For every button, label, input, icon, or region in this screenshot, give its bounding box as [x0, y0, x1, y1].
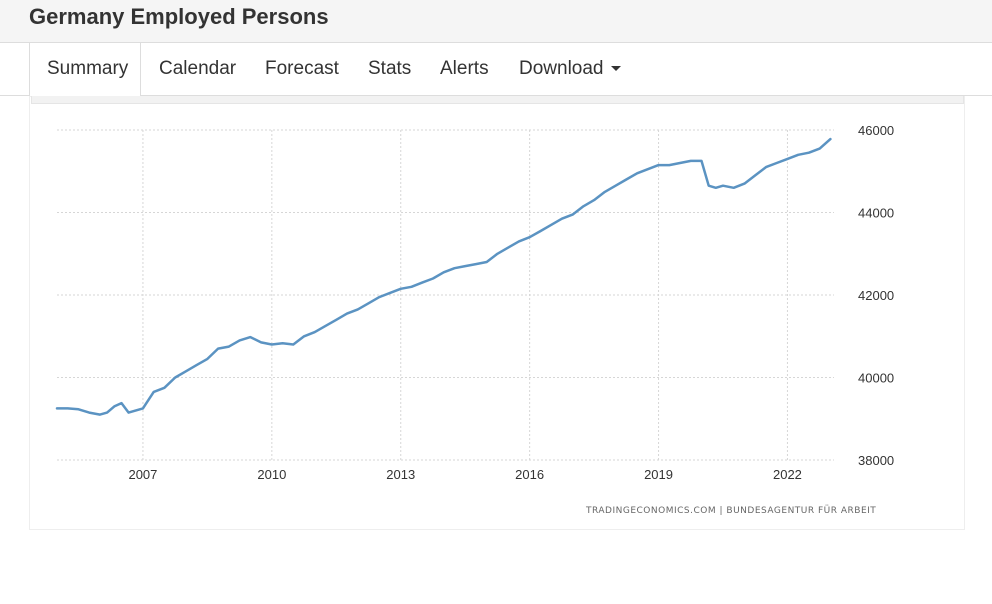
tab-label: Summary: [47, 58, 129, 79]
tab-summary[interactable]: Summary: [29, 43, 142, 97]
source-agency: BUNDESAGENTUR FÜR ARBEIT: [726, 506, 877, 516]
x-tick-label: 2016: [515, 467, 544, 482]
chart-grid: [57, 129, 834, 461]
page-title: Germany Employed Persons: [29, 4, 329, 29]
series-line-0: [55, 137, 832, 416]
tab-forecast[interactable]: Forecast: [265, 43, 339, 96]
x-tick-label: 2013: [386, 467, 415, 482]
chart-panel: [29, 96, 965, 530]
source-separator: |: [719, 506, 724, 516]
y-tick-label: 42000: [858, 288, 894, 303]
tab-label: Alerts: [440, 58, 489, 79]
tab-stats[interactable]: Stats: [368, 43, 411, 96]
x-tick-label: 2007: [128, 467, 157, 482]
chart-source: TRADINGECONOMICS.COM | BUNDESAGENTUR FÜR…: [586, 506, 876, 516]
tab-label: Download: [519, 58, 604, 79]
title-bar: Germany Employed Persons: [0, 0, 992, 43]
y-tick-label: 40000: [858, 371, 894, 386]
y-axis: 38000 40000 42000 44000 46000: [858, 123, 894, 468]
y-tick-label: 38000: [858, 453, 894, 468]
tab-download[interactable]: Download: [519, 43, 621, 96]
y-tick-label: 46000: [858, 123, 894, 138]
x-axis: 2007 2010 2013 2016 2019 2022: [128, 467, 801, 482]
tab-alerts[interactable]: Alerts: [440, 43, 489, 96]
x-tick-label: 2022: [773, 467, 802, 482]
tab-calendar[interactable]: Calendar: [159, 43, 236, 96]
chart-panel-header: [31, 96, 964, 104]
tab-label: Calendar: [159, 58, 237, 79]
x-tick-label: 2019: [644, 467, 673, 482]
source-site: TRADINGECONOMICS.COM: [586, 506, 717, 516]
tab-label: Forecast: [265, 58, 339, 79]
caret-down-icon: [610, 66, 621, 72]
series-group: [55, 137, 832, 416]
x-tick-label: 2010: [257, 467, 286, 482]
tab-label: Stats: [368, 58, 412, 79]
tab-bar: Summary Calendar Forecast Stats Alerts D…: [0, 43, 992, 97]
y-tick-label: 44000: [858, 206, 894, 221]
